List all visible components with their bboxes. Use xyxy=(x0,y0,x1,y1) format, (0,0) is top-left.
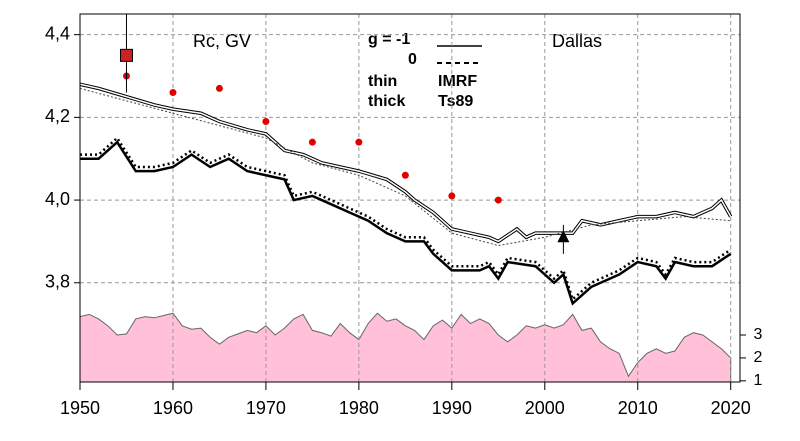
observation xyxy=(448,192,456,200)
observation xyxy=(401,171,409,179)
x-tick-label: 2020 xyxy=(711,398,751,418)
observation xyxy=(494,196,502,204)
legend-g0: 0 xyxy=(408,51,417,68)
observation xyxy=(308,138,316,146)
x-tick-label: 1990 xyxy=(432,398,472,418)
y2-tick-label: 2 xyxy=(754,349,763,366)
line-thin-dotted xyxy=(79,87,731,247)
chart-title: Dallas xyxy=(552,31,602,51)
observation xyxy=(355,138,363,146)
plot-frame xyxy=(79,13,741,383)
observation xyxy=(215,84,223,92)
legend-thin-model: IMRF xyxy=(438,73,477,90)
y2-tick-label: 1 xyxy=(754,372,763,389)
legend-thick-model: Ts89 xyxy=(438,93,473,110)
observation xyxy=(169,89,177,97)
observation xyxy=(262,118,270,126)
y-tick-label: 4,2 xyxy=(45,106,70,126)
y-tick-label: 4,4 xyxy=(45,23,70,43)
line-thick xyxy=(80,140,732,306)
y-tick-label: 4,0 xyxy=(45,189,70,209)
line-thick-dotted xyxy=(80,136,732,302)
x-tick-label: 1980 xyxy=(339,398,379,418)
line-thin-inner xyxy=(79,83,732,243)
legend-g: g = -1 xyxy=(368,31,410,48)
x-tick-label: 1970 xyxy=(246,398,286,418)
legend-thin: thin xyxy=(368,73,397,90)
x-tick-label: 1960 xyxy=(153,398,193,418)
y2-tick-label: 3 xyxy=(754,326,763,343)
x-tick-label: 2000 xyxy=(525,398,565,418)
kp-area xyxy=(79,312,732,383)
triangle-marker xyxy=(557,230,570,243)
x-tick-label: 2010 xyxy=(618,398,658,418)
y-axis-label: Rc, GV xyxy=(193,31,251,51)
y-tick-label: 3,8 xyxy=(45,272,70,292)
square-marker xyxy=(119,48,133,62)
x-tick-label: 1950 xyxy=(60,398,100,418)
legend-thick: thick xyxy=(368,93,405,110)
